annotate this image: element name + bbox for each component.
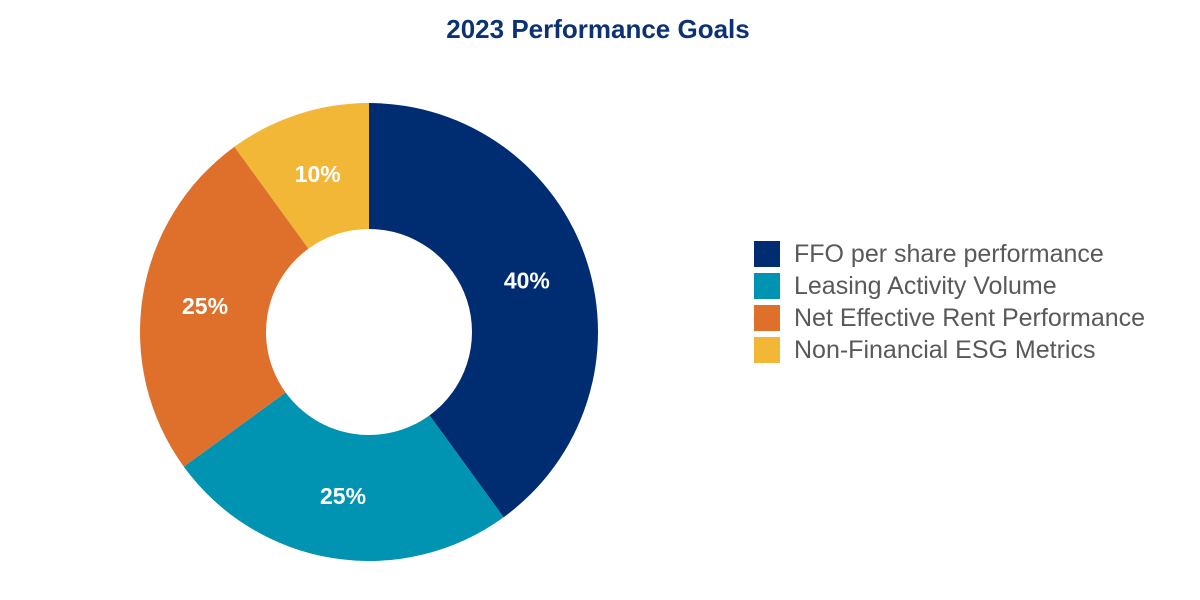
slice-value-label: 40% — [504, 268, 550, 294]
legend-label: Leasing Activity Volume — [794, 271, 1057, 300]
legend-swatch — [754, 273, 780, 299]
legend: FFO per share performance Leasing Activit… — [754, 238, 1145, 366]
donut-chart: 40% 25% 25% 10% — [139, 103, 598, 561]
legend-item: Net Effective Rent Performance — [754, 302, 1145, 334]
slice-ffo-per-share-performance — [369, 103, 598, 518]
legend-swatch — [754, 241, 780, 267]
legend-label: Non-Financial ESG Metrics — [794, 335, 1096, 364]
legend-label: FFO per share performance — [794, 239, 1104, 268]
slice-value-label: 25% — [320, 483, 366, 509]
slice-non-financial-esg-metrics — [234, 103, 369, 249]
slice-value-label: 10% — [295, 161, 341, 187]
legend-label: Net Effective Rent Performance — [794, 303, 1146, 332]
legend-item: Non-Financial ESG Metrics — [754, 334, 1145, 366]
chart-title: 2023 Performance Goals — [446, 14, 750, 44]
legend-item: FFO per share performance — [754, 238, 1145, 270]
legend-item: Leasing Activity Volume — [754, 270, 1145, 302]
legend-swatch — [754, 337, 780, 363]
slice-value-label: 25% — [182, 293, 228, 319]
legend-swatch — [754, 305, 780, 331]
slice-leasing-activity-volume — [183, 392, 504, 561]
slice-net-effective-rent-performance — [139, 146, 309, 467]
